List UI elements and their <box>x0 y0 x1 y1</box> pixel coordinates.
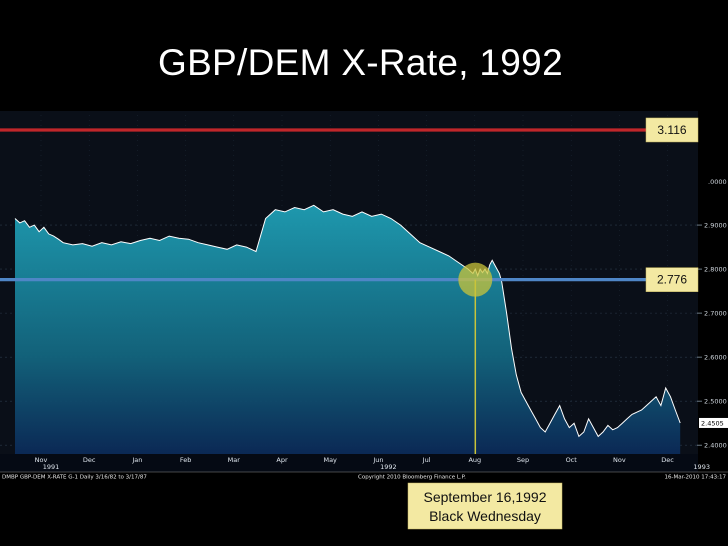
y-tick-label-2: 2.7000 <box>704 310 727 318</box>
footer-center-text: Copyright 2010 Bloomberg Finance L.P. <box>358 475 466 481</box>
axis-panel <box>698 111 728 454</box>
y-tick-label-3: 2.6000 <box>704 354 727 362</box>
y-tick-label-4: 2.5000 <box>704 398 727 406</box>
x-tick-label-3: Feb <box>180 456 192 464</box>
x-tick-label-9: Aug <box>468 456 481 464</box>
x-tick-label-6: May <box>323 456 337 464</box>
x-axis-band <box>0 454 698 472</box>
reference-callout-label-1: 2.776 <box>657 273 687 287</box>
x-tick-label-7: Jun <box>372 456 383 464</box>
year-label-1: 1992 <box>380 463 397 471</box>
x-tick-label-5: Apr <box>276 456 288 464</box>
x-tick-label-11: Oct <box>566 456 578 464</box>
x-tick-label-2: Jan <box>131 456 142 464</box>
slide-title: GBP/DEM X-Rate, 1992 <box>158 42 563 83</box>
annotation-event: Black Wednesday <box>429 508 541 524</box>
footer-right-text: 16-Mar-2010 17:43:17 <box>665 475 727 481</box>
series-line <box>14 204 681 438</box>
x-tick-label-4: Mar <box>228 456 241 464</box>
x-tick-label-10: Sep <box>517 456 529 464</box>
x-tick-label-8: Jul <box>422 456 431 464</box>
series-area <box>15 205 681 454</box>
x-tick-label-12: Nov <box>613 456 626 464</box>
reference-callout-box-1 <box>645 267 699 292</box>
x-tick-label-13: Dec <box>661 456 674 464</box>
x-tick-label-0: Nov <box>35 456 48 464</box>
year-label-2: 1993 <box>693 463 710 471</box>
y-tick-label-5: 2.4000 <box>704 442 727 450</box>
x-tick-label-1: Dec <box>83 456 96 464</box>
year-label-0: 1991 <box>43 463 60 471</box>
annotation-date: September 16,1992 <box>424 489 547 505</box>
y-tick-label-0: 2.9000 <box>704 222 727 230</box>
last-value-label: 2.4505 <box>701 419 724 427</box>
reference-callout-label-0: 3.116 <box>657 123 686 137</box>
y-tick-label-1: 2.8000 <box>704 266 727 274</box>
last-value-box <box>699 417 728 428</box>
reference-callout-box-0 <box>645 117 699 143</box>
y-tick-top: .0000 <box>708 178 727 186</box>
footer-left-text: DMBP GBP-DEM X-RATE G-1 Daily 3/16/82 to… <box>2 475 147 481</box>
annotation-box <box>407 482 563 530</box>
event-marker-circle <box>458 262 493 297</box>
